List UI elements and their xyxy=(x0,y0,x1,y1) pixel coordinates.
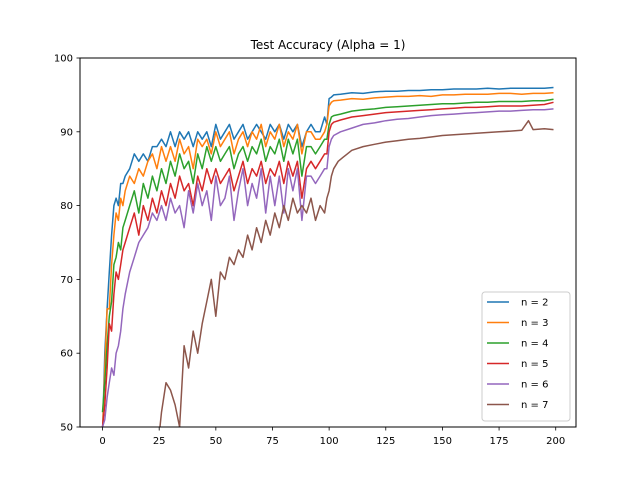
x-tick-label: 0 xyxy=(99,436,105,447)
chart-title: Test Accuracy (Alpha = 1) xyxy=(250,38,406,52)
y-tick-label: 60 xyxy=(60,349,73,360)
legend-label: n = 2 xyxy=(521,298,548,309)
series-line-2 xyxy=(101,86,554,427)
series-line-4 xyxy=(101,98,554,413)
x-axis: 0 25 50 75 100 125 150 175 200 xyxy=(99,427,565,447)
legend-label: n = 5 xyxy=(521,359,548,370)
series-line-7 xyxy=(159,119,554,427)
legend-label: n = 6 xyxy=(521,380,548,391)
y-tick-label: 80 xyxy=(60,201,73,212)
x-tick-label: 175 xyxy=(490,436,509,447)
y-tick-label: 100 xyxy=(54,54,73,65)
y-tick-label: 50 xyxy=(60,423,73,434)
legend-label: n = 3 xyxy=(521,318,548,329)
x-tick-label: 200 xyxy=(546,436,565,447)
plot-lines xyxy=(101,86,554,427)
x-tick-label: 25 xyxy=(153,436,166,447)
y-tick-label: 70 xyxy=(60,275,73,286)
x-tick-label: 125 xyxy=(376,436,395,447)
series-line-5 xyxy=(101,101,554,427)
legend-label: n = 7 xyxy=(521,400,548,411)
series-line-3 xyxy=(102,91,554,427)
x-tick-label: 75 xyxy=(266,436,279,447)
y-tick-label: 90 xyxy=(60,127,73,138)
y-axis: 50 60 70 80 90 100 xyxy=(54,54,80,434)
x-tick-label: 100 xyxy=(320,436,339,447)
series-line-6 xyxy=(101,108,554,427)
legend-label: n = 4 xyxy=(521,339,548,350)
legend: n = 2 n = 3 n = 4 n = 5 n = 6 n = 7 xyxy=(481,291,571,422)
x-tick-label: 50 xyxy=(209,436,222,447)
legend-box xyxy=(481,291,571,422)
plot-frame xyxy=(79,57,577,428)
x-tick-label: 150 xyxy=(433,436,452,447)
